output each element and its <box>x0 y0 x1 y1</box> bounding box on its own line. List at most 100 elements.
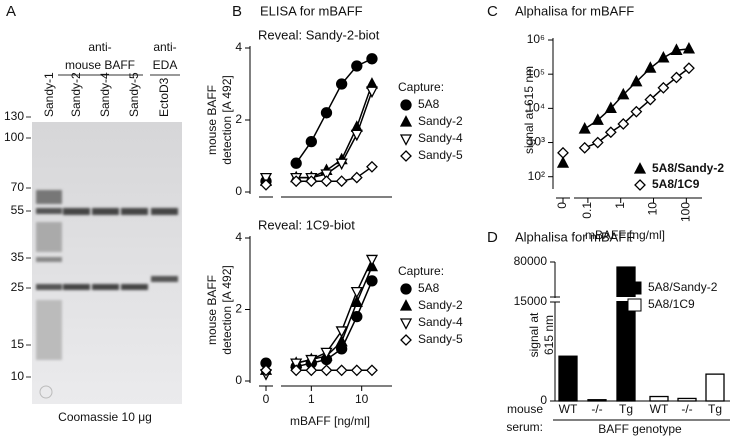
marker-label: 70 <box>11 180 25 194</box>
y-tick-label: 0 <box>235 373 242 387</box>
point <box>350 286 363 299</box>
series-line <box>295 58 373 164</box>
y-tick-label: 10⁴ <box>526 101 545 115</box>
legend-label: Sandy-5 <box>418 148 463 162</box>
point <box>366 275 378 287</box>
legend-label: Sandy-5 <box>418 332 463 346</box>
point <box>630 74 643 87</box>
y-tick-label: 10³ <box>528 135 545 149</box>
marker-label: 130 <box>4 109 24 123</box>
point <box>290 175 303 188</box>
point <box>290 157 302 169</box>
group-label: EDA <box>153 58 178 72</box>
y-axis-label: detection [A 492] <box>220 265 234 354</box>
point <box>320 107 333 119</box>
y-tick-label: 10² <box>528 169 545 183</box>
legend-swatch <box>627 281 642 295</box>
point <box>366 53 378 65</box>
point <box>670 43 683 55</box>
x-tick-label: WT <box>650 402 669 416</box>
point <box>591 113 604 125</box>
point <box>365 254 379 267</box>
legend-label: 5A8/Sandy-2 <box>652 161 724 175</box>
y-tick-label: 15000 <box>514 294 548 308</box>
point <box>617 118 630 130</box>
legend-label: Sandy-4 <box>418 315 463 329</box>
point <box>591 136 604 149</box>
point <box>617 87 630 100</box>
x-tick-label: 1 <box>308 392 315 406</box>
y-tick-label: 2 <box>235 112 242 126</box>
panel-label: C <box>487 3 498 20</box>
point <box>335 326 348 338</box>
point <box>400 334 412 346</box>
point <box>350 295 363 308</box>
legend-title: Capture: <box>398 80 444 94</box>
point <box>578 122 591 134</box>
lane-label: Sandy-4 <box>98 72 112 117</box>
legend-swatch <box>627 298 642 312</box>
point <box>556 156 570 168</box>
x-tick-label: 0 <box>263 392 270 406</box>
x-tick-label: 0 <box>555 202 569 209</box>
group-label: anti- <box>153 40 176 54</box>
x-tick-label: Tg <box>708 402 722 416</box>
panel-label: D <box>487 229 498 246</box>
point <box>320 364 333 377</box>
y-tick-label: 4 <box>235 40 242 54</box>
point <box>644 93 657 106</box>
point <box>604 101 617 114</box>
gel <box>32 122 182 404</box>
marker-label: 10 <box>11 369 25 383</box>
point <box>399 318 413 330</box>
legend-label: 5A8/1C9 <box>652 177 700 191</box>
group-label: mouse BAFF <box>65 58 135 72</box>
x-tick-label: WT <box>559 402 578 416</box>
x-tick-label: Tg <box>619 402 633 416</box>
point <box>365 86 379 99</box>
lane-label: EctoD3 <box>157 77 171 117</box>
legend-label: 5A8 <box>418 97 440 111</box>
point <box>290 358 303 371</box>
point <box>366 160 378 173</box>
y-tick-label: 80000 <box>514 254 548 268</box>
caption: Coomassie 10 μg <box>58 410 152 424</box>
subtitle: Reveal: 1C9-biot <box>258 217 355 232</box>
bar <box>587 399 607 402</box>
x-axis-label: mBAFF [ng/ml] <box>290 414 370 428</box>
subtitle: Reveal: Sandy-2-biot <box>258 27 380 42</box>
point <box>259 172 273 185</box>
legend-label: Sandy-2 <box>418 298 463 312</box>
y-axis-label: 615 nm <box>542 315 556 355</box>
point <box>260 178 272 191</box>
legend-title: Capture: <box>398 264 444 278</box>
point <box>670 71 683 84</box>
point <box>400 99 412 111</box>
x-axis-label: mBAFF [ng/ml] <box>585 228 665 242</box>
point <box>320 169 333 181</box>
point <box>335 334 348 347</box>
y-axis-label: mouse BAFF <box>205 275 219 345</box>
point <box>634 179 646 191</box>
x-tick-label: -/- <box>591 402 602 416</box>
y-tick-label: 10⁶ <box>527 32 545 46</box>
group-label: anti- <box>88 40 111 54</box>
point <box>399 299 413 311</box>
point <box>350 171 363 184</box>
marker-label: 15 <box>11 337 25 351</box>
legend-label: 5A8/1C9 <box>648 297 695 311</box>
point <box>657 81 670 94</box>
y-tick-label: 0 <box>235 184 242 198</box>
point <box>399 115 413 127</box>
point <box>335 364 348 377</box>
bar <box>705 373 725 402</box>
marker-label: 55 <box>11 203 25 217</box>
point <box>657 50 670 63</box>
y-tick-label: 0 <box>540 393 547 407</box>
point <box>320 175 333 188</box>
point <box>350 129 363 142</box>
chart-title: ELISA for mBAFF <box>260 3 363 18</box>
y-axis-label: mouse BAFF <box>205 85 219 155</box>
bands <box>36 190 178 360</box>
